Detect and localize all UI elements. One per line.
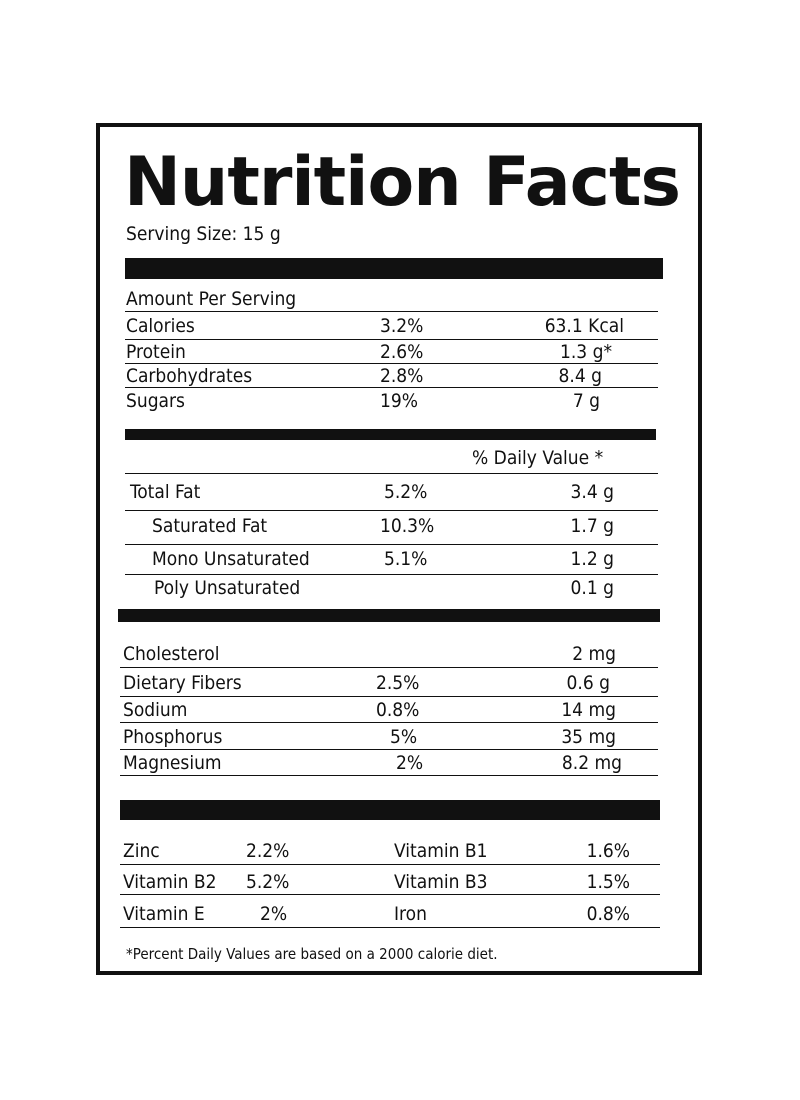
vitamin-pct: 1.6%: [586, 840, 630, 862]
fat-amount: 1.7 g: [570, 515, 614, 537]
mineral-pct: 2.5%: [376, 672, 420, 694]
amount-per-serving: Amount Per Serving: [126, 288, 297, 310]
vitamin-pct: 2.2%: [246, 840, 290, 862]
nutrient-pct: 2.6%: [380, 341, 424, 363]
vitamin-pct: 2%: [260, 903, 288, 925]
vitamin-pct: 1.5%: [586, 871, 630, 893]
fat-amount: 3.4 g: [570, 481, 614, 503]
mineral-amount: 35 mg: [561, 726, 616, 748]
vitamin-name: Iron: [394, 903, 427, 925]
fat-amount: 1.2 g: [570, 548, 614, 570]
rule: [120, 667, 658, 668]
nutrient-amount: 8.4 g: [558, 365, 602, 387]
rule: [125, 363, 658, 364]
nutrient-amount: 1.3 g*: [560, 341, 612, 363]
mineral-name: Sodium: [123, 699, 188, 721]
label-title: Nutrition Facts: [124, 143, 681, 222]
thick-divider-4: [120, 800, 660, 820]
nutrient-amount: 63.1 Kcal: [544, 315, 624, 337]
vitamin-pct: 5.2%: [246, 871, 290, 893]
thick-divider-3: [118, 609, 660, 622]
vitamin-name: Zinc: [123, 840, 160, 862]
rule: [120, 775, 658, 776]
fat-pct: 5.2%: [384, 481, 428, 503]
rule: [125, 544, 658, 545]
mineral-pct: 2%: [396, 752, 424, 774]
mineral-amount: 8.2 mg: [561, 752, 622, 774]
footnote: *Percent Daily Values are based on a 200…: [126, 945, 498, 963]
rule: [120, 864, 660, 865]
nutrition-label: Nutrition Facts Serving Size: 15 g Amoun…: [96, 123, 702, 975]
vitamin-name: Vitamin B2: [123, 871, 217, 893]
thick-divider-1: [125, 258, 663, 279]
daily-value-header: % Daily Value *: [472, 447, 604, 469]
fat-name: Poly Unsaturated: [154, 577, 301, 599]
fat-name: Mono Unsaturated: [152, 548, 310, 570]
mineral-name: Phosphorus: [123, 726, 223, 748]
nutrient-name: Protein: [126, 341, 186, 363]
rule: [125, 387, 658, 388]
nutrient-pct: 3.2%: [380, 315, 424, 337]
serving-size: Serving Size: 15 g: [126, 223, 281, 245]
nutrient-pct: 2.8%: [380, 365, 424, 387]
vitamin-pct: 0.8%: [586, 903, 630, 925]
fat-amount: 0.1 g: [570, 577, 614, 599]
rule: [125, 473, 658, 474]
mineral-amount: 14 mg: [561, 699, 616, 721]
nutrient-name: Carbohydrates: [126, 365, 253, 387]
rule: [125, 339, 658, 340]
mineral-pct: 0.8%: [376, 699, 420, 721]
rule: [120, 722, 658, 723]
mineral-amount: 2 mg: [572, 643, 616, 665]
mineral-name: Cholesterol: [123, 643, 220, 665]
fat-name: Saturated Fat: [152, 515, 268, 537]
nutrient-amount: 7 g: [572, 390, 600, 412]
nutrient-name: Sugars: [126, 390, 185, 412]
thick-divider-2: [125, 429, 656, 440]
rule: [120, 696, 658, 697]
mineral-name: Dietary Fibers: [123, 672, 242, 694]
fat-name: Total Fat: [130, 481, 201, 503]
fat-pct: 10.3%: [380, 515, 435, 537]
rule: [125, 510, 658, 511]
rule: [125, 311, 658, 312]
vitamin-name: Vitamin B3: [394, 871, 488, 893]
mineral-name: Magnesium: [123, 752, 222, 774]
nutrient-name: Calories: [126, 315, 195, 337]
mineral-pct: 5%: [390, 726, 418, 748]
nutrient-pct: 19%: [380, 390, 418, 412]
rule: [120, 894, 660, 895]
vitamin-name: Vitamin E: [123, 903, 205, 925]
vitamin-name: Vitamin B1: [394, 840, 488, 862]
mineral-amount: 0.6 g: [566, 672, 610, 694]
rule: [120, 927, 660, 928]
fat-pct: 5.1%: [384, 548, 428, 570]
rule: [125, 574, 658, 575]
rule: [120, 749, 658, 750]
